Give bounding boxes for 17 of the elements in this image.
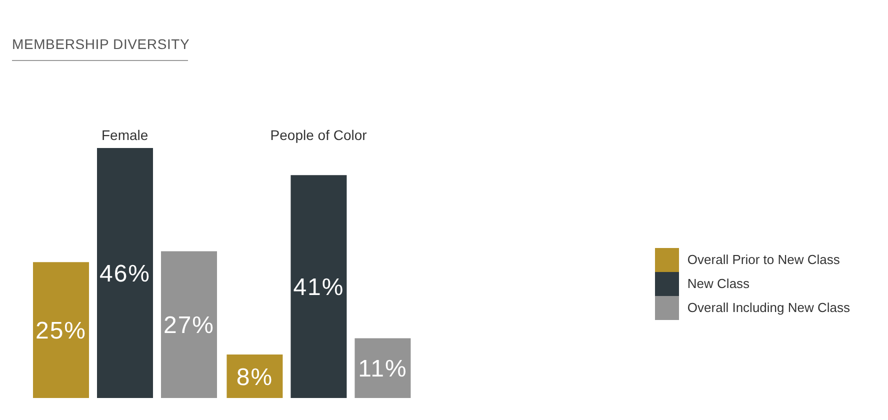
chart-title: MEMBERSHIP DIVERSITY [12,36,190,61]
data-label: 25% [35,318,87,345]
data-label: 8% [236,364,274,391]
data-label: 11% [358,356,408,383]
x-tick-label: People of Color [270,127,368,143]
data-label: 27% [163,312,215,340]
bar [97,148,153,398]
legend-label: Overall Including New Class [687,300,850,316]
bar [33,262,89,398]
data-label: 41% [293,274,344,302]
bar [290,175,347,398]
data-label: 46% [99,260,151,288]
legend-label: Overall Prior to New Class [687,252,840,268]
bar [354,338,411,398]
bar [161,251,217,398]
x-tick-label: Female [102,127,148,143]
legend-label: New Class [687,276,750,292]
